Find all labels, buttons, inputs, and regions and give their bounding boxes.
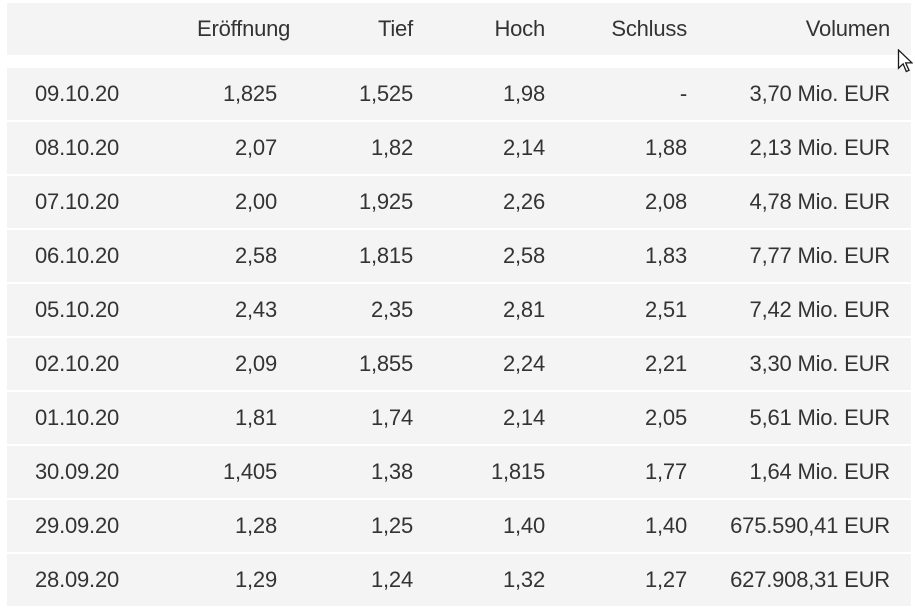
cell-tief: 1,25 [370, 513, 413, 538]
cell-tief: 1,815 [358, 243, 413, 268]
cell-hoch: 2,26 [502, 189, 545, 214]
cell-eroeffnung: 2,09 [234, 351, 277, 376]
cell-volumen: 4,78 Mio. EUR [749, 189, 891, 214]
table-row: 09.10.20 1,825 1,525 1,98 - 3,70 Mio. EU… [7, 68, 911, 120]
cell-hoch: 1,98 [502, 81, 545, 106]
cell-volumen: 3,70 Mio. EUR [749, 81, 891, 106]
cell-hoch: 2,81 [502, 297, 545, 322]
cell-hoch: 2,58 [502, 243, 545, 268]
cell-volumen: 675.590,41 EUR [730, 513, 890, 538]
cell-schluss: 2,51 [644, 297, 687, 322]
table-header-row: Eröffnung Tief Hoch Schluss Volumen [7, 3, 911, 55]
cell-schluss: 1,88 [644, 135, 687, 160]
table-row: 01.10.20 1,81 1,74 2,14 2,05 5,61 Mio. E… [7, 392, 911, 444]
cell-tief: 1,38 [370, 459, 413, 484]
cell-tief: 1,74 [370, 405, 413, 430]
cell-schluss: 2,08 [644, 189, 687, 214]
cell-schluss: 1,40 [644, 513, 687, 538]
table-row: 07.10.20 2,00 1,925 2,26 2,08 4,78 Mio. … [7, 176, 911, 228]
table-row: 02.10.20 2,09 1,855 2,24 2,21 3,30 Mio. … [7, 338, 911, 390]
cell-tief: 1,525 [358, 81, 413, 106]
cell-date: 28.09.20 [35, 567, 120, 592]
cell-date: 05.10.20 [35, 297, 120, 322]
cell-volumen: 2,13 Mio. EUR [749, 135, 891, 160]
cell-tief: 2,35 [370, 297, 413, 322]
cell-volumen: 5,61 Mio. EUR [749, 405, 891, 430]
cell-schluss: 1,83 [644, 243, 687, 268]
column-header-hoch: Hoch [494, 16, 545, 41]
cell-volumen: 7,42 Mio. EUR [749, 297, 891, 322]
cell-tief: 1,82 [370, 135, 413, 160]
cell-date: 09.10.20 [35, 81, 120, 106]
cell-hoch: 2,14 [502, 405, 545, 430]
table-row: 30.09.20 1,405 1,38 1,815 1,77 1,64 Mio.… [7, 446, 911, 498]
cell-date: 01.10.20 [35, 405, 120, 430]
cell-hoch: 1,815 [490, 459, 545, 484]
table-row: 05.10.20 2,43 2,35 2,81 2,51 7,42 Mio. E… [7, 284, 911, 336]
price-history-table: Eröffnung Tief Hoch Schluss Volumen 09.1… [7, 3, 911, 608]
cell-eroeffnung: 1,825 [222, 81, 277, 106]
cell-tief: 1,24 [370, 567, 413, 592]
cell-eroeffnung: 2,58 [234, 243, 277, 268]
table-row: 28.09.20 1,29 1,24 1,32 1,27 627.908,31 … [7, 554, 911, 606]
table-row: 08.10.20 2,07 1,82 2,14 1,88 2,13 Mio. E… [7, 122, 911, 174]
cell-date: 08.10.20 [35, 135, 120, 160]
cell-volumen: 627.908,31 EUR [730, 567, 890, 592]
table-row: 06.10.20 2,58 1,815 2,58 1,83 7,77 Mio. … [7, 230, 911, 282]
cell-tief: 1,925 [358, 189, 413, 214]
cell-schluss: 1,27 [644, 567, 687, 592]
column-header-tief: Tief [377, 16, 413, 41]
cell-date: 07.10.20 [35, 189, 120, 214]
cell-date: 02.10.20 [35, 351, 120, 376]
cell-volumen: 1,64 Mio. EUR [749, 459, 891, 484]
cell-hoch: 1,40 [502, 513, 545, 538]
cell-date: 29.09.20 [35, 513, 120, 538]
cell-eroeffnung: 1,28 [234, 513, 277, 538]
cell-eroeffnung: 1,405 [222, 459, 277, 484]
cell-schluss: - [679, 81, 687, 106]
cell-hoch: 2,24 [502, 351, 545, 376]
column-header-schluss: Schluss [611, 16, 687, 41]
column-header-volumen: Volumen [805, 16, 890, 41]
cell-schluss: 2,05 [644, 405, 687, 430]
cell-eroeffnung: 2,00 [234, 189, 277, 214]
cell-hoch: 1,32 [502, 567, 545, 592]
cell-tief: 1,855 [358, 351, 413, 376]
cell-volumen: 3,30 Mio. EUR [749, 351, 891, 376]
cell-date: 06.10.20 [35, 243, 120, 268]
table-row: 29.09.20 1,28 1,25 1,40 1,40 675.590,41 … [7, 500, 911, 552]
cell-volumen: 7,77 Mio. EUR [749, 243, 891, 268]
cell-eroeffnung: 1,81 [234, 405, 277, 430]
column-header-eroeffnung: Eröffnung [197, 16, 291, 41]
cell-schluss: 2,21 [644, 351, 687, 376]
cell-date: 30.09.20 [35, 459, 120, 484]
cell-eroeffnung: 2,43 [234, 297, 277, 322]
cell-schluss: 1,77 [644, 459, 687, 484]
cell-eroeffnung: 1,29 [234, 567, 277, 592]
cell-hoch: 2,14 [502, 135, 545, 160]
cell-eroeffnung: 2,07 [234, 135, 277, 160]
